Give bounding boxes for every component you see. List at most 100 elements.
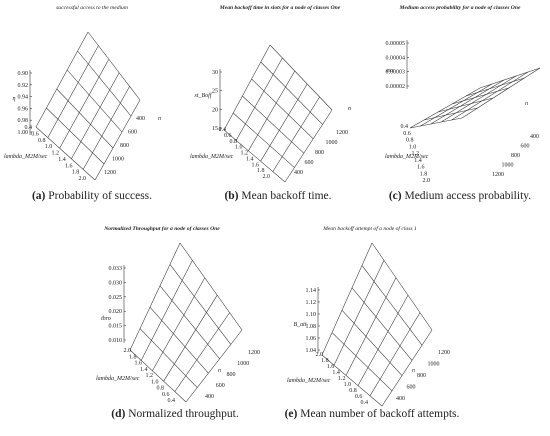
mesh-line <box>437 97 494 113</box>
y-tick-label: 800 <box>315 150 324 156</box>
z-tick-label: 0.98 <box>18 118 29 124</box>
mesh-line <box>351 287 413 361</box>
caption: (b) Mean backoff time. <box>224 190 331 202</box>
x-tick-label: 1.0 <box>409 144 417 150</box>
caption-label: (c) <box>389 190 402 202</box>
mesh-line <box>59 59 110 149</box>
x-tick-label: 0.4 <box>401 124 409 130</box>
mesh-line <box>248 70 296 151</box>
z-tick-label: 1.08 <box>306 324 317 330</box>
mesh-line <box>47 45 99 138</box>
mesh-line <box>409 117 463 129</box>
caption-text: Mean number of backoff attempts. <box>300 408 459 420</box>
z-tick-label: 1.00 <box>18 130 29 136</box>
mesh-line <box>451 71 529 121</box>
mesh-line <box>371 242 433 331</box>
mesh-line <box>361 265 423 346</box>
x-tick-label: 0.6 <box>31 131 39 137</box>
mesh-line <box>56 88 114 149</box>
y-tick-label: 1200 <box>104 170 116 176</box>
mesh-line <box>94 99 141 181</box>
x-tick-label: 0.4 <box>219 127 227 133</box>
mesh-line <box>430 79 505 125</box>
z-tick-label: 0.92 <box>18 83 29 89</box>
mesh-line <box>140 260 193 361</box>
z-tick-label: 0.025 <box>109 295 123 301</box>
z-axis-label: ess <box>386 68 394 74</box>
y-tick-label: 600 <box>407 385 416 391</box>
x-tick-label: 1.0 <box>235 145 243 151</box>
x-tick-label: 0.8 <box>406 138 414 144</box>
z-tick-label: 0.00002 <box>386 84 406 90</box>
x-tick-label: 2.0 <box>423 178 431 184</box>
x-tick-label: 1.6 <box>252 162 260 168</box>
mesh-line <box>242 95 304 154</box>
mesh-line <box>46 107 105 165</box>
y-tick-label: 600 <box>128 130 137 136</box>
caption-text: Mean backoff time. <box>241 190 331 202</box>
mesh-line <box>345 277 397 376</box>
x-tick-label: 1.2 <box>338 376 346 382</box>
y-tick-label: 1200 <box>492 172 504 178</box>
z-tick-label: 0.90 <box>18 71 29 77</box>
y-tick-label: 800 <box>120 143 129 149</box>
caption-text: Normalized throughput. <box>128 408 239 420</box>
x-tick-label: 0.4 <box>25 125 33 131</box>
caption: (a) Probability of success. <box>32 190 152 202</box>
z-tick-label: 0.033 <box>109 266 123 272</box>
mesh-line <box>321 354 383 407</box>
mesh-line <box>82 86 130 170</box>
x-tick-label: 1.0 <box>344 382 352 388</box>
y-tick-label: 400 <box>396 396 405 402</box>
mesh-line <box>139 328 198 388</box>
z-tick-label: 1.10 <box>306 312 317 318</box>
z-tick-label: 1.06 <box>306 336 317 342</box>
x-tick-label: 0.8 <box>38 138 46 144</box>
mesh-line <box>223 44 271 131</box>
y-tick-label: 600 <box>521 144 530 150</box>
y-axis-label: n <box>158 116 161 122</box>
y-tick-label: 800 <box>417 373 426 379</box>
mesh-line <box>479 67 541 89</box>
z-tick-label: 30 <box>212 70 218 76</box>
y-axis-label: n <box>412 368 415 374</box>
mesh-line <box>235 57 283 141</box>
x-tick-label: 1.8 <box>72 170 80 176</box>
panel-title: Normalized Throughput for a node of clas… <box>103 226 220 232</box>
x-tick-label: 1.8 <box>129 354 137 360</box>
mesh-line <box>223 129 286 183</box>
mesh-line <box>169 264 232 345</box>
subfigure: Normalized Throughput for a node of clas… <box>96 226 260 420</box>
x-tick-label: 1.2 <box>412 151 420 157</box>
y-tick-label: 600 <box>305 160 314 166</box>
x-tick-label: 0.4 <box>168 398 176 404</box>
y-tick-label: 400 <box>205 394 214 400</box>
x-tick-label: 1.8 <box>257 168 265 174</box>
x-tick-label: 2.0 <box>263 174 271 180</box>
mesh-line <box>77 50 132 117</box>
x-tick-label: 0.6 <box>162 392 170 398</box>
x-tick-label: 1.4 <box>414 158 422 164</box>
mesh-line <box>341 310 403 376</box>
x-tick-label: 1.4 <box>58 157 66 163</box>
panel-title: Medium access probability for a node of … <box>399 5 521 11</box>
x-tick-label: 1.4 <box>246 156 254 162</box>
caption-label: (a) <box>32 190 46 202</box>
z-tick-label: 1.04 <box>306 348 317 354</box>
z-tick-label: 0.00003 <box>386 70 406 76</box>
z-axis-label: thro <box>101 316 111 322</box>
y-tick-label: 800 <box>511 153 520 159</box>
mesh-line <box>185 329 243 403</box>
mesh-line <box>357 295 409 386</box>
caption-label: (b) <box>224 190 238 202</box>
x-tick-label: 1.2 <box>52 151 60 157</box>
mesh-line <box>461 67 541 119</box>
z-tick-label: 0.015 <box>109 324 123 330</box>
y-tick-label: 1000 <box>428 362 440 368</box>
mesh-line <box>321 242 373 356</box>
caption: (c) Medium access probability. <box>389 190 531 202</box>
x-tick-label: 1.8 <box>420 171 428 177</box>
x-axis-label: lambda_M2M/sec <box>96 376 140 382</box>
mesh-line <box>163 295 218 382</box>
mesh-line <box>152 277 206 371</box>
